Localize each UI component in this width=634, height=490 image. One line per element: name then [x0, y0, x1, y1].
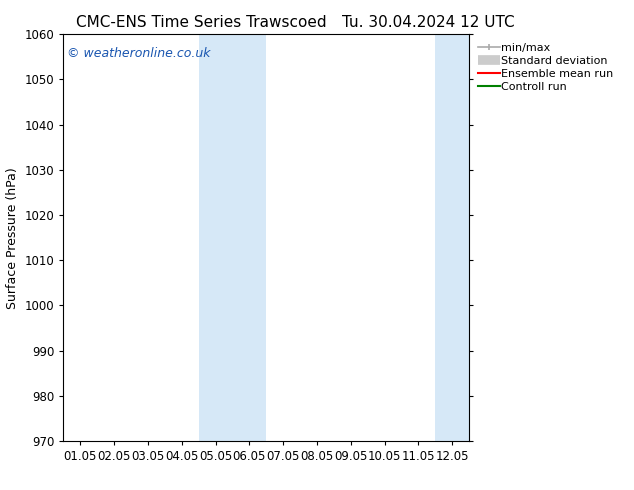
- Text: CMC-ENS Time Series Trawscoed: CMC-ENS Time Series Trawscoed: [76, 15, 327, 30]
- Bar: [436, 34, 503, 441]
- Y-axis label: Surface Pressure (hPa): Surface Pressure (hPa): [6, 167, 19, 309]
- Bar: [198, 34, 266, 441]
- Text: © weatheronline.co.uk: © weatheronline.co.uk: [67, 47, 211, 59]
- Legend: min/max, Standard deviation, Ensemble mean run, Controll run: min/max, Standard deviation, Ensemble me…: [475, 40, 621, 95]
- Text: Tu. 30.04.2024 12 UTC: Tu. 30.04.2024 12 UTC: [342, 15, 515, 30]
